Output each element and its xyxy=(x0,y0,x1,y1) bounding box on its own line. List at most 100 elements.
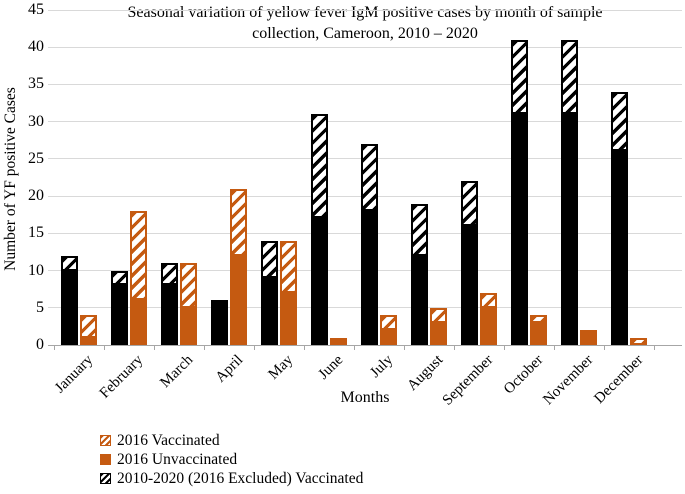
y-axis-tick-label: 15 xyxy=(28,224,44,242)
segment-orange-solid xyxy=(430,322,447,345)
bar-orange-june xyxy=(330,337,347,345)
bar-orange-november xyxy=(580,330,597,345)
y-axis-tick-label: 45 xyxy=(28,1,44,18)
bar-orange-march xyxy=(180,263,197,345)
segment-black-vaccinated-hatch xyxy=(611,91,628,152)
segment-orange-solid xyxy=(380,330,397,345)
segment-orange-vaccinated-hatch xyxy=(530,315,547,323)
segment-black-vaccinated-hatch xyxy=(311,114,328,219)
segment-black-solid xyxy=(611,151,628,345)
segment-black-solid xyxy=(411,255,428,345)
segment-orange-vaccinated-hatch xyxy=(480,292,497,308)
segment-black-solid xyxy=(461,225,478,345)
segment-black-vaccinated-hatch xyxy=(161,263,178,286)
bar-orange-december xyxy=(630,337,647,345)
legend-item-2010-2020-vaccinated: 2010-2020 (2016 Excluded) Vaccinated xyxy=(100,469,363,488)
segment-black-vaccinated-hatch xyxy=(411,203,428,256)
black-hatch-swatch-icon xyxy=(100,473,111,484)
bar-black-july xyxy=(361,144,378,345)
segment-black-vaccinated-hatch xyxy=(361,144,378,211)
segment-orange-vaccinated-hatch xyxy=(130,211,147,301)
bar-black-february xyxy=(111,270,128,345)
x-axis-tick xyxy=(604,346,605,350)
bar-orange-october xyxy=(530,315,547,345)
segment-black-vaccinated-hatch xyxy=(461,181,478,226)
x-axis-tick xyxy=(54,346,55,350)
x-axis-tick xyxy=(154,346,155,350)
x-axis-tick xyxy=(554,346,555,350)
segment-orange-solid xyxy=(480,307,497,345)
gridline xyxy=(48,83,682,85)
segment-black-solid xyxy=(511,114,528,345)
y-axis-tick-label: 0 xyxy=(36,336,44,353)
legend-label: 2016 Vaccinated xyxy=(117,431,220,449)
bar-orange-february xyxy=(130,211,147,345)
bar-orange-may xyxy=(280,240,297,345)
legend: 2016 Vaccinated 2016 Unvaccinated 2010-2… xyxy=(100,431,363,488)
segment-black-vaccinated-hatch xyxy=(111,270,128,286)
x-axis-tick xyxy=(504,346,505,350)
gridline xyxy=(48,9,682,11)
segment-orange-solid xyxy=(330,337,347,345)
x-axis-tick xyxy=(354,346,355,350)
segment-black-solid xyxy=(211,300,228,345)
x-axis-tick xyxy=(104,346,105,350)
bar-orange-august xyxy=(430,307,447,345)
bar-orange-april xyxy=(230,188,247,345)
orange-solid-swatch-icon xyxy=(100,454,111,465)
segment-orange-vaccinated-hatch xyxy=(430,307,447,323)
x-axis-tick xyxy=(404,346,405,350)
x-axis-tick xyxy=(304,346,305,350)
segment-orange-vaccinated-hatch xyxy=(630,337,647,345)
x-axis-tick xyxy=(204,346,205,350)
segment-orange-solid xyxy=(80,337,97,345)
segment-orange-solid xyxy=(230,255,247,345)
chart-title-line1: Seasonal variation of yellow fever IgM p… xyxy=(127,4,603,21)
bar-black-august xyxy=(411,203,428,345)
gridline xyxy=(48,46,682,48)
legend-label: 2016 Unvaccinated xyxy=(117,450,238,468)
legend-label: 2010-2020 (2016 Excluded) Vaccinated xyxy=(117,469,364,487)
segment-black-solid xyxy=(61,270,78,345)
segment-orange-solid xyxy=(280,292,297,345)
bar-orange-january xyxy=(80,315,97,345)
bar-black-april xyxy=(211,300,228,345)
y-axis-tick-label: 20 xyxy=(28,187,44,205)
segment-orange-solid xyxy=(130,300,147,345)
y-axis-tick-label: 10 xyxy=(28,261,44,279)
y-axis-tick-label: 5 xyxy=(36,298,44,316)
segment-orange-vaccinated-hatch xyxy=(280,240,297,293)
segment-black-vaccinated-hatch xyxy=(61,255,78,271)
segment-orange-vaccinated-hatch xyxy=(230,188,247,256)
x-axis-tick xyxy=(454,346,455,350)
segment-black-solid xyxy=(261,277,278,345)
segment-orange-vaccinated-hatch xyxy=(80,315,97,338)
bar-black-january xyxy=(61,255,78,345)
segment-orange-solid xyxy=(580,330,597,345)
y-axis-tick-label: 25 xyxy=(28,149,44,167)
segment-orange-vaccinated-hatch xyxy=(180,263,197,308)
chart-title: Seasonal variation of yellow fever IgM p… xyxy=(55,2,675,44)
segment-orange-vaccinated-hatch xyxy=(380,315,397,331)
bar-black-june xyxy=(311,114,328,345)
segment-black-vaccinated-hatch xyxy=(261,240,278,278)
bar-black-march xyxy=(161,263,178,345)
x-axis-tick xyxy=(654,346,655,350)
segment-orange-solid xyxy=(180,307,197,345)
legend-item-2016-vaccinated: 2016 Vaccinated xyxy=(100,431,363,450)
segment-black-vaccinated-hatch xyxy=(561,39,578,115)
legend-item-2016-unvaccinated: 2016 Unvaccinated xyxy=(100,450,363,469)
bar-orange-july xyxy=(380,315,397,345)
x-axis-tick xyxy=(254,346,255,350)
bar-black-october xyxy=(511,39,528,345)
bar-black-november xyxy=(561,39,578,345)
bar-black-may xyxy=(261,240,278,345)
segment-black-solid xyxy=(111,285,128,345)
segment-black-solid xyxy=(311,218,328,345)
segment-black-solid xyxy=(561,114,578,345)
segment-black-solid xyxy=(361,211,378,345)
y-axis-tick-label: 40 xyxy=(28,38,44,56)
y-axis-tick-label: 30 xyxy=(28,112,44,130)
